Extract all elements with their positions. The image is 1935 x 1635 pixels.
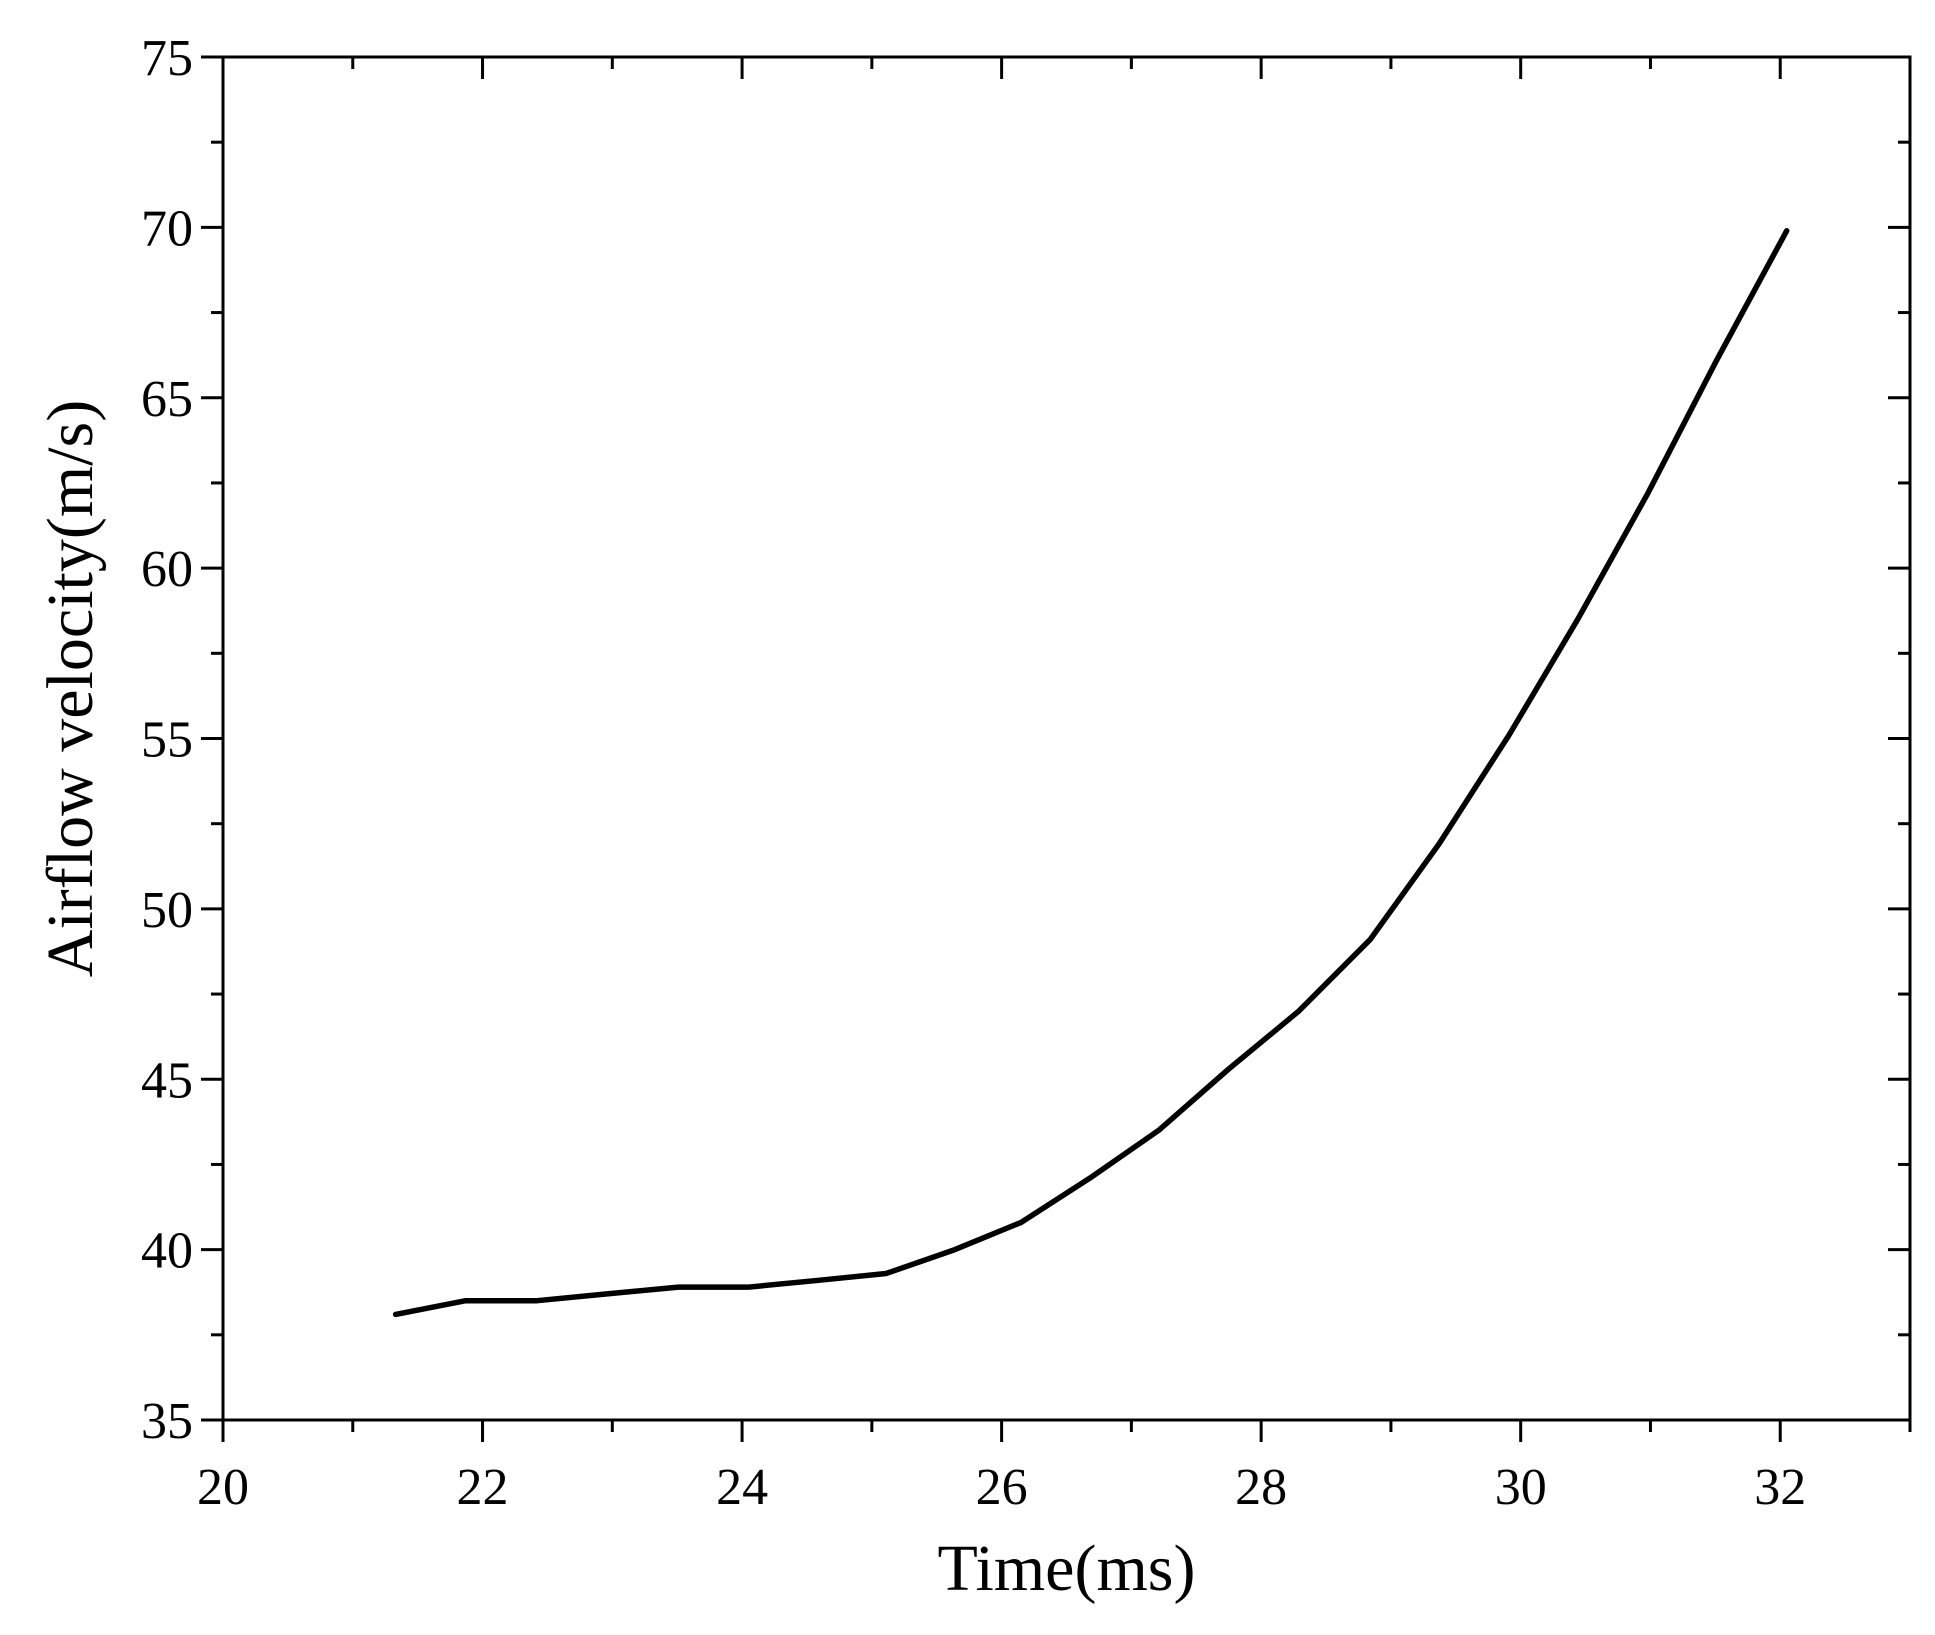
axis-ticks — [201, 55, 1912, 1442]
x-tick-label: 32 — [1754, 1459, 1806, 1516]
y-tick-label: 60 — [141, 541, 193, 598]
y-tick-label: 35 — [141, 1393, 193, 1450]
plot-frame — [221, 55, 1912, 1422]
x-tick-label: 24 — [716, 1459, 768, 1516]
x-tick-label: 26 — [976, 1459, 1028, 1516]
y-axis-title: Airflow velocity(m/s) — [34, 400, 107, 977]
x-tick-label: 22 — [457, 1459, 509, 1516]
y-tick-label: 75 — [141, 30, 193, 87]
y-tick-label: 50 — [141, 882, 193, 939]
y-tick-label: 65 — [141, 371, 193, 428]
y-tick-label: 45 — [141, 1052, 193, 1109]
x-tick-label: 20 — [197, 1459, 249, 1516]
x-tick-label: 30 — [1495, 1459, 1547, 1516]
series-layer — [392, 228, 1790, 1318]
tick-labels: 20 22 24 26 28 30 32 35 40 45 50 55 60 65 70 75 — [141, 30, 1806, 1516]
y-tick-label: 55 — [141, 712, 193, 769]
x-tick-label: 28 — [1235, 1459, 1287, 1516]
series-line — [392, 228, 1790, 1318]
x-axis-title: Time(ms) — [938, 1532, 1196, 1605]
y-tick-label: 40 — [141, 1223, 193, 1280]
y-tick-label: 70 — [141, 200, 193, 257]
